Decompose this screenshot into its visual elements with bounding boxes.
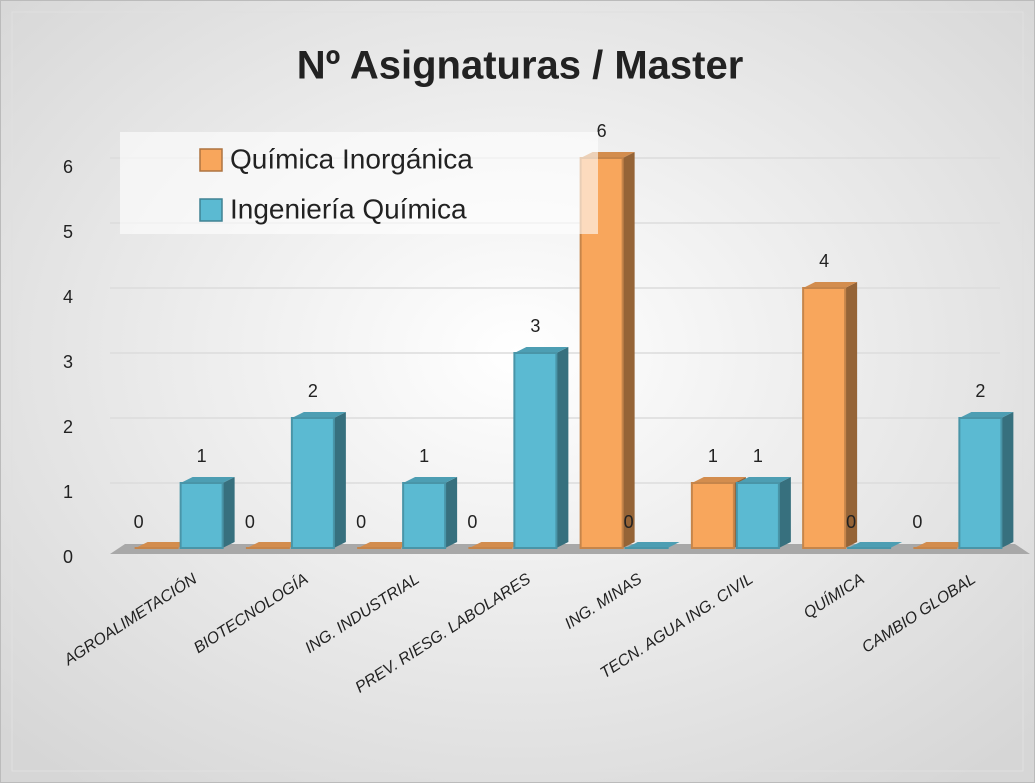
data-label: 0 [912,512,922,532]
data-label: 1 [197,446,207,466]
bar-side [445,477,458,548]
bar-top [246,542,301,548]
bar-top [514,347,569,353]
bar [179,482,224,549]
bar-top [848,542,903,548]
data-label: 1 [419,446,429,466]
bar-side [222,477,235,548]
bar-top [135,542,190,548]
bar-top [625,542,680,548]
bar-side [1001,412,1014,548]
y-tick-label: 0 [63,547,73,567]
bar-side [333,412,346,548]
bar [958,417,1003,549]
bar-top [803,282,858,288]
bar-top [180,477,235,483]
bar-side [778,477,791,548]
bar-top [691,477,746,483]
data-label: 0 [846,512,856,532]
data-label: 2 [975,381,985,401]
data-label: 4 [819,251,829,271]
data-label: 0 [624,512,634,532]
legend-swatch [199,198,223,222]
data-label: 0 [134,512,144,532]
data-label: 1 [708,446,718,466]
legend-swatch [199,148,223,172]
bar-top [403,477,458,483]
bar [802,287,847,549]
data-label: 6 [597,121,607,141]
bar [735,482,780,549]
data-label: 1 [753,446,763,466]
bar [513,352,558,549]
data-label: 0 [467,512,477,532]
bar [690,482,735,549]
floor [110,544,1030,554]
legend-label: Química Inorgánica [230,143,473,174]
y-tick-label: 5 [63,222,73,242]
y-tick-label: 4 [63,287,73,307]
data-label: 0 [356,512,366,532]
bar-top [736,477,791,483]
bar-top [469,542,524,548]
bar-side [845,282,858,548]
chart-frame [11,11,1024,772]
bar-top [914,542,969,548]
y-tick-label: 3 [63,352,73,372]
bar [290,417,335,549]
bar-side [622,152,635,548]
y-tick-label: 2 [63,417,73,437]
bar [402,482,447,549]
legend-label: Ingeniería Química [230,193,467,224]
y-tick-label: 1 [63,482,73,502]
data-label: 2 [308,381,318,401]
y-tick-label: 6 [63,157,73,177]
chart-title: Nº Asignaturas / Master [297,44,744,88]
data-label: 3 [530,316,540,336]
data-label: 0 [245,512,255,532]
bar-top [291,412,346,418]
bar-side [556,347,569,548]
bar-top [358,542,413,548]
bar-top [959,412,1014,418]
